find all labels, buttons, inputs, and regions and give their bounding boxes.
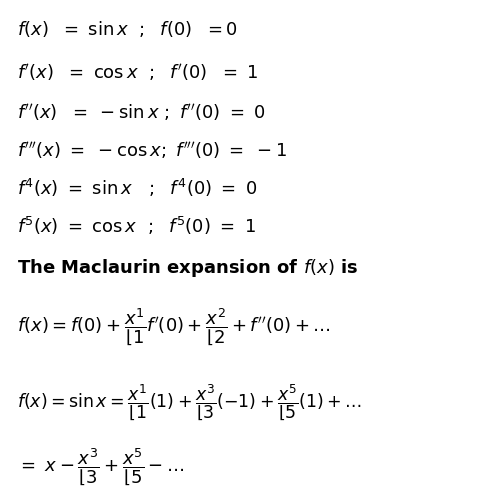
Text: $f(x)\ \ =\ \sin x\ \ ;\ \ f(0)\ \ =0$: $f(x)\ \ =\ \sin x\ \ ;\ \ f(0)\ \ =0$: [17, 19, 238, 39]
Text: $f''(x)\ \ =\ -\sin x\ ;\ f''(0)\ =\ 0$: $f''(x)\ \ =\ -\sin x\ ;\ f''(0)\ =\ 0$: [17, 102, 266, 123]
Text: $f^{4}(x)\ =\ \sin x\ \ \ ;\ \ f^{4}(0)\ =\ 0$: $f^{4}(x)\ =\ \sin x\ \ \ ;\ \ f^{4}(0)\…: [17, 177, 258, 199]
Text: $f(x)=\sin x=\dfrac{x^1}{\lfloor 1}(1)+\dfrac{x^3}{\lfloor 3}(-1)+\dfrac{x^5}{\l: $f(x)=\sin x=\dfrac{x^1}{\lfloor 1}(1)+\…: [17, 382, 362, 422]
Text: $f^{5}(x)\ =\ \cos x\ \ ;\ \ f^{5}(0)\ =\ 1$: $f^{5}(x)\ =\ \cos x\ \ ;\ \ f^{5}(0)\ =…: [17, 215, 256, 237]
Text: $f'''(x)\ =\ -\cos x;\ f'''(0)\ =\ -1$: $f'''(x)\ =\ -\cos x;\ f'''(0)\ =\ -1$: [17, 139, 287, 161]
Text: $=\ x-\dfrac{x^3}{\lfloor 3}+\dfrac{x^5}{\lfloor 5}-\ldots$: $=\ x-\dfrac{x^3}{\lfloor 3}+\dfrac{x^5}…: [17, 447, 185, 488]
Text: $f(x) = f(0)+\dfrac{x^1}{\lfloor 1}f'(0)+\dfrac{x^2}{\lfloor 2}+f''(0)+\ldots$: $f(x) = f(0)+\dfrac{x^1}{\lfloor 1}f'(0)…: [17, 307, 331, 348]
Text: The Maclaurin expansion of $f(x)$ is: The Maclaurin expansion of $f(x)$ is: [17, 257, 358, 279]
Text: $f'(x)\ \ =\ \cos x\ \ ;\ \ f'(0)\ \ =\ 1$: $f'(x)\ \ =\ \cos x\ \ ;\ \ f'(0)\ \ =\ …: [17, 62, 259, 83]
